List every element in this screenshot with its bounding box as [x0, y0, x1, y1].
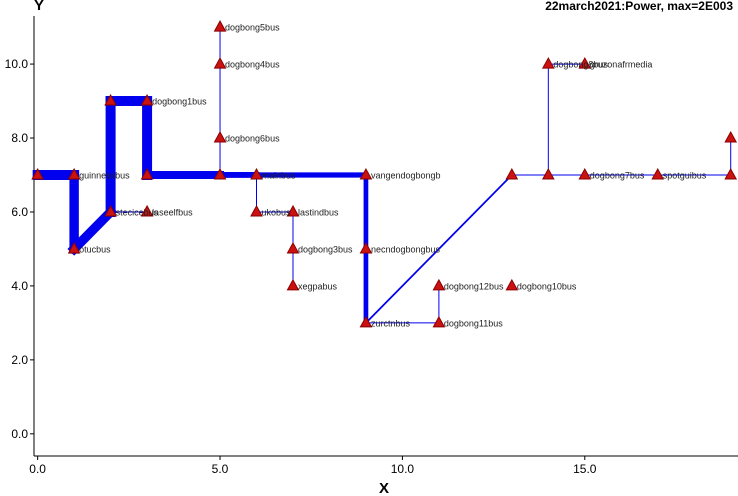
bus-node-marker[interactable] [250, 204, 263, 217]
labels-layer: guinnessbus otucbus stecicebus dogbong1bus l… [79, 23, 707, 329]
bus-label: spotguibus [663, 170, 707, 180]
bus-node-marker[interactable] [140, 204, 154, 217]
bus-node-marker[interactable] [286, 204, 300, 217]
bus-label: dogbong8bus [553, 60, 608, 70]
bus-label: dogbong1bus [152, 97, 207, 107]
bus-label: mainbus [262, 170, 297, 180]
bus-node-marker[interactable] [31, 167, 44, 180]
bus-node-marker[interactable] [578, 57, 592, 69]
bus-node-marker[interactable] [359, 167, 373, 180]
bus-label: dogbong3bus [298, 244, 353, 254]
bus-node-marker[interactable] [651, 167, 665, 180]
bus-node-marker[interactable] [724, 167, 738, 180]
bus-label: lastindbus [298, 207, 339, 217]
bus-node-marker[interactable] [359, 315, 373, 328]
bus-node-marker[interactable] [541, 57, 555, 69]
bus-node-marker[interactable] [104, 204, 117, 217]
bus-label: dogbong4bus [225, 60, 280, 70]
bus-node-marker[interactable] [432, 315, 446, 328]
bus-node-marker[interactable] [286, 241, 300, 254]
axes: 0.0 2.0 4.0 6.0 8.0 10.0 0.0 5.0 10.0 15.0 [5, 16, 738, 476]
bus-label: otucbus [79, 244, 111, 254]
bus-node-marker[interactable] [213, 130, 227, 143]
bus-label: necndogbongbus [371, 244, 441, 254]
plot-title: 22march2021:Power, max=2E003 [545, 0, 733, 13]
bus-label: zurctnbus [371, 318, 411, 328]
bus-label: dogbong7bus [590, 170, 645, 180]
y-tick-label: 0.0 [11, 427, 28, 441]
bus-label: guinnessbus [79, 170, 130, 180]
y-tick-label: 4.0 [11, 279, 28, 293]
y-tick-label: 2.0 [11, 353, 28, 367]
bus-label: stecicebus [116, 207, 159, 217]
x-tick-label: 15.0 [573, 462, 597, 476]
x-tick-label: 10.0 [391, 462, 415, 476]
bus-label: dogbong11bus [444, 318, 503, 328]
y-tick-label: 10.0 [5, 57, 29, 71]
edges-layer [32, 26, 732, 326]
bus-node-marker[interactable] [578, 167, 592, 180]
bus-label: dogbong12bus [444, 281, 504, 291]
y-tick-label: 8.0 [11, 131, 28, 145]
bus-node-marker[interactable] [140, 94, 154, 106]
bus-node-marker[interactable] [541, 167, 555, 180]
y-axis-title: Y [34, 0, 44, 14]
bus-node-marker[interactable] [213, 20, 227, 32]
bus-node-marker[interactable] [432, 278, 446, 291]
bus-node-marker[interactable] [213, 57, 227, 69]
x-tick-label: 5.0 [212, 462, 229, 476]
edge-line [364, 173, 514, 325]
bus-label: dogbong10bus [517, 281, 577, 291]
x-axis-title: X [379, 480, 389, 496]
bus-node-marker[interactable] [359, 241, 373, 254]
bus-node-marker[interactable] [140, 167, 154, 180]
bus-label: xegpabus [298, 281, 338, 291]
bus-label: gruzonafrmedia [590, 60, 653, 70]
bus-label: laseelfbus [152, 207, 193, 217]
bus-node-marker[interactable] [67, 167, 81, 180]
edge-line [67, 205, 118, 256]
x-tick-label: 0.0 [29, 462, 46, 476]
nodes-layer [31, 20, 738, 328]
bus-node-marker[interactable] [250, 167, 263, 180]
bus-node-marker[interactable] [67, 241, 81, 254]
y-tick-label: 6.0 [11, 205, 28, 219]
bus-node-marker[interactable] [213, 167, 227, 180]
bus-node-marker[interactable] [286, 278, 300, 291]
bus-label: dogbong6bus [225, 134, 280, 144]
bus-label: vangendogbongb [371, 170, 441, 180]
bus-node-marker[interactable] [505, 167, 519, 180]
bus-node-marker[interactable] [104, 94, 117, 106]
bus-label: ukobus [262, 207, 292, 217]
bus-node-marker[interactable] [505, 278, 519, 291]
bus-label: dogbong5bus [225, 23, 280, 33]
bus-node-marker[interactable] [724, 130, 738, 143]
